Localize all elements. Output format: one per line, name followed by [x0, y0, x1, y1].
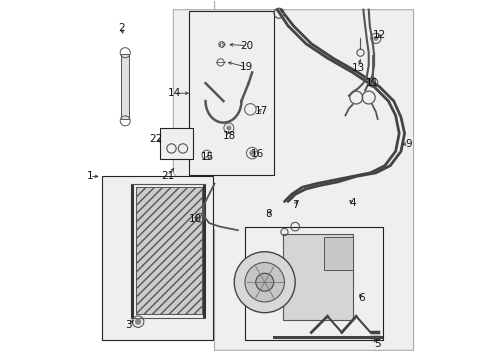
Text: 13: 13: [351, 63, 365, 73]
Bar: [283, 234, 353, 320]
Text: 14: 14: [168, 88, 181, 98]
Text: 2: 2: [118, 23, 124, 33]
Text: 17: 17: [254, 106, 268, 116]
Bar: [190, 12, 274, 175]
Text: 8: 8: [265, 209, 271, 219]
Text: 12: 12: [373, 30, 386, 40]
Text: 10: 10: [189, 214, 202, 224]
Circle shape: [245, 262, 285, 302]
Bar: [324, 237, 353, 270]
Text: 7: 7: [292, 200, 298, 210]
Text: 11: 11: [366, 78, 379, 88]
Bar: [122, 54, 129, 119]
Circle shape: [227, 126, 231, 130]
Circle shape: [250, 150, 255, 156]
Text: 3: 3: [125, 320, 132, 330]
Bar: [160, 128, 193, 159]
Text: 6: 6: [358, 293, 365, 303]
Bar: [101, 176, 213, 339]
Bar: [245, 226, 383, 339]
Circle shape: [135, 319, 141, 324]
Circle shape: [256, 273, 274, 291]
Text: 5: 5: [374, 339, 381, 349]
Text: 21: 21: [161, 171, 174, 181]
Circle shape: [234, 252, 295, 313]
Text: 16: 16: [251, 149, 264, 159]
Text: 22: 22: [149, 134, 163, 144]
Bar: [136, 187, 202, 315]
Circle shape: [374, 36, 378, 41]
Text: 18: 18: [222, 131, 236, 141]
Text: 19: 19: [240, 62, 253, 72]
Text: 15: 15: [201, 152, 214, 162]
Polygon shape: [173, 1, 414, 350]
Text: 20: 20: [240, 41, 253, 50]
Text: 9: 9: [406, 139, 412, 149]
Text: 1: 1: [86, 171, 93, 181]
Text: 4: 4: [349, 198, 356, 208]
